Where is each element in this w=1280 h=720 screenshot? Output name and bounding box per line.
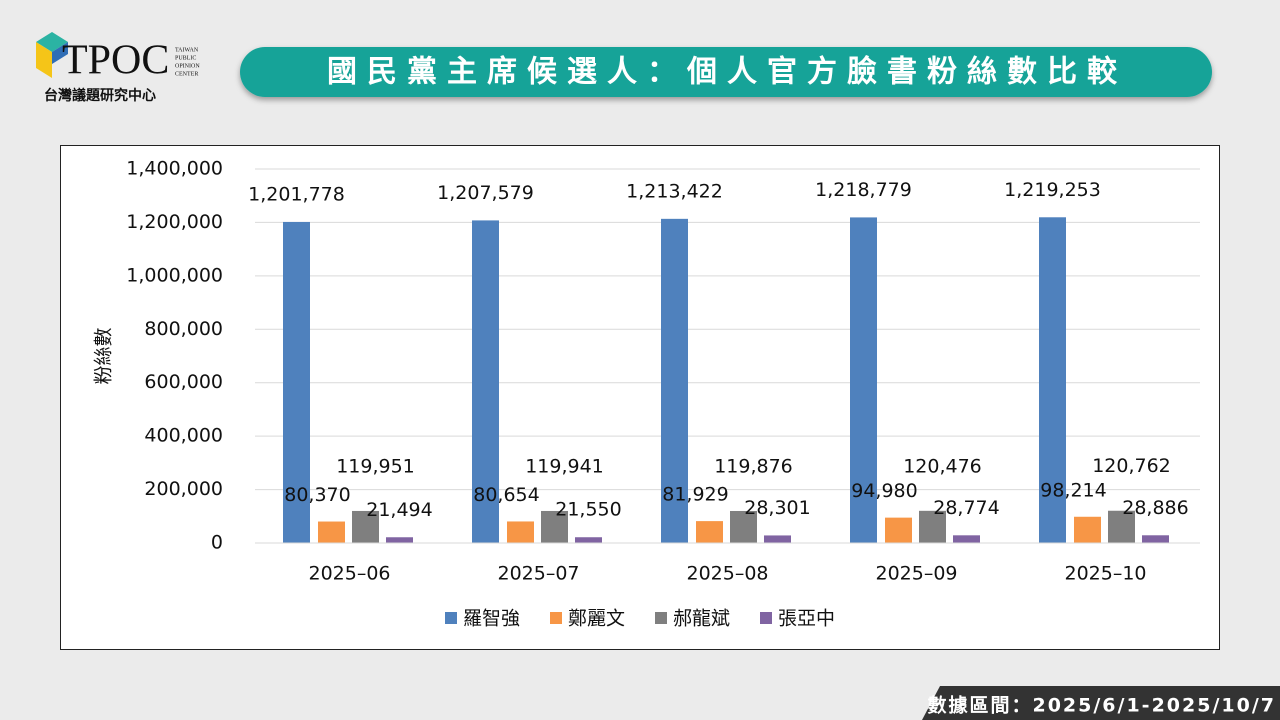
value-label: 119,951	[336, 455, 415, 477]
chart-frame	[60, 145, 1220, 650]
value-label: 28,774	[933, 497, 999, 519]
footer-text: 數據區間：2025/6/1-2025/10/7	[927, 695, 1276, 717]
bar	[764, 535, 791, 543]
logo-small: OPINION	[175, 63, 200, 69]
value-label: 98,214	[1040, 479, 1106, 501]
logo-text: TPOC	[62, 38, 169, 84]
y-tick-label: 200,000	[144, 478, 223, 500]
bar	[352, 510, 379, 543]
y-tick-label: 1,000,000	[126, 264, 223, 286]
value-label: 119,876	[714, 455, 793, 477]
value-label: 94,980	[851, 480, 917, 502]
legend-label: 鄭麗文	[568, 608, 625, 630]
value-label: 21,494	[366, 499, 432, 521]
bar	[575, 537, 602, 543]
value-label: 1,218,779	[815, 179, 912, 201]
x-tick-label: 2025–08	[686, 563, 768, 585]
x-tick-label: 2025–06	[308, 563, 390, 585]
legend-label: 郝龍斌	[673, 608, 730, 630]
page-title: 國民黨主席候選人：個人官方臉書粉絲數比較	[327, 55, 1127, 90]
legend-label: 羅智強	[463, 608, 520, 630]
value-label: 28,301	[744, 497, 810, 519]
y-tick-label: 0	[211, 532, 223, 554]
x-tick-label: 2025–09	[875, 563, 957, 585]
bar	[541, 510, 568, 543]
y-tick-label: 800,000	[144, 318, 223, 340]
bar	[1108, 510, 1135, 543]
value-label: 80,654	[473, 484, 539, 506]
value-label: 119,941	[525, 455, 604, 477]
bar	[661, 218, 688, 543]
x-tick-label: 2025–07	[497, 563, 579, 585]
legend-swatch	[655, 612, 667, 624]
x-tick-label: 2025–10	[1064, 563, 1146, 585]
y-tick-label: 400,000	[144, 425, 223, 447]
title-banner	[240, 47, 1212, 97]
y-tick-label: 1,400,000	[126, 158, 223, 180]
bar	[885, 517, 912, 543]
value-label: 21,550	[555, 499, 621, 521]
legend-swatch	[445, 612, 457, 624]
y-tick-label: 1,200,000	[126, 211, 223, 233]
value-label: 80,370	[284, 484, 350, 506]
value-label: 1,207,579	[437, 182, 534, 204]
logo-subtitle: 台灣議題研究中心	[44, 87, 156, 104]
y-tick-label: 600,000	[144, 371, 223, 393]
bar	[386, 537, 413, 543]
value-label: 120,476	[903, 455, 982, 477]
logo-small: PUBLIC	[175, 55, 196, 61]
y-axis-label: 粉絲數	[93, 327, 115, 384]
bar	[696, 521, 723, 543]
bar	[1039, 217, 1066, 543]
logo-small: TAIWAN	[175, 47, 199, 53]
value-label: 28,886	[1122, 497, 1188, 519]
legend-swatch	[760, 612, 772, 624]
bar	[318, 521, 345, 543]
bar	[850, 217, 877, 543]
legend-swatch	[550, 612, 562, 624]
logo: TPOC 台灣議題研究中心 TAIWAN PUBLIC OPINION CENT…	[36, 32, 200, 104]
bar	[1074, 516, 1101, 543]
legend-label: 張亞中	[778, 608, 835, 630]
bar	[1142, 535, 1169, 543]
bar	[730, 510, 757, 543]
logo-small: CENTER	[175, 71, 198, 77]
bar	[953, 535, 980, 543]
value-label: 120,762	[1092, 455, 1171, 477]
value-label: 1,201,778	[248, 183, 345, 205]
bar	[283, 221, 310, 543]
footer-bar	[922, 686, 1280, 720]
bar	[472, 220, 499, 543]
bar	[919, 510, 946, 543]
value-label: 1,213,422	[626, 180, 723, 202]
value-label: 81,929	[662, 484, 728, 506]
bar	[507, 521, 534, 543]
value-label: 1,219,253	[1004, 179, 1101, 201]
